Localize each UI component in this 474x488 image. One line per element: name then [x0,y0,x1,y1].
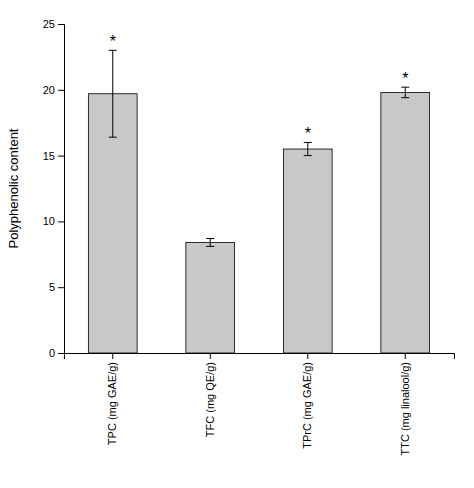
plot: 0 5 10 15 20 25 TPC (mg GAE/g) TFC (mg QE/g) TPr… [43,18,455,456]
y-axis-line [58,25,65,354]
error-bar [401,87,409,98]
y-tick-mark [58,287,64,288]
x-tick-label: TPrC (mg GAE/g) [301,362,313,449]
x-tick: TTC (mg linalool/g) [399,353,411,456]
x-tick-mark [112,353,113,359]
annotations: * * * [110,33,409,142]
significance-mark: * [402,70,408,87]
x-tick: TPrC (mg GAE/g) [301,353,313,449]
x-tick-mark [307,353,308,359]
x-tick: TFC (mg QE/g) [204,353,216,437]
y-tick-mark [58,90,64,91]
bar [186,242,235,353]
chart: 0 5 10 15 20 25 TPC (mg GAE/g) TFC (mg QE/g) TPr… [0,0,474,488]
y-axis: 0 5 10 15 20 25 [43,18,65,359]
x-tick-label: TFC (mg QE/g) [204,362,216,437]
y-tick-mark [58,353,64,354]
y-tick-label: 10 [43,215,55,227]
y-tick-mark [58,24,64,25]
x-axis-line [65,354,455,360]
y-tick: 15 [43,150,64,162]
y-tick: 0 [49,347,64,359]
x-tick-mark [405,353,406,359]
x-tick: TPC (mg GAE/g) [106,353,118,445]
y-tick-mark [58,156,64,157]
y-tick-label: 25 [43,18,55,30]
y-tick-label: 5 [49,281,55,293]
bars [88,50,429,353]
error-bar [109,50,117,137]
y-tick-label: 20 [43,84,55,96]
y-tick: 10 [43,215,64,227]
y-axis-title: Polyphenolic content [6,128,21,248]
y-tick: 20 [43,84,64,96]
error-bar [206,239,214,247]
y-tick: 25 [43,18,64,30]
y-tick-label: 0 [49,347,55,359]
significance-mark: * [110,33,116,50]
x-tick-label: TTC (mg linalool/g) [399,362,411,456]
y-tick-mark [58,221,64,222]
x-tick-label: TPC (mg GAE/g) [106,362,118,445]
x-tick-mark [210,353,211,359]
y-tick: 5 [49,281,64,293]
bar [283,149,332,353]
x-axis: TPC (mg GAE/g) TFC (mg QE/g) TPrC (mg GAE/… [65,353,455,456]
bar [381,92,430,353]
y-tick-label: 15 [43,150,55,162]
error-bar [304,142,312,155]
significance-mark: * [305,125,311,142]
